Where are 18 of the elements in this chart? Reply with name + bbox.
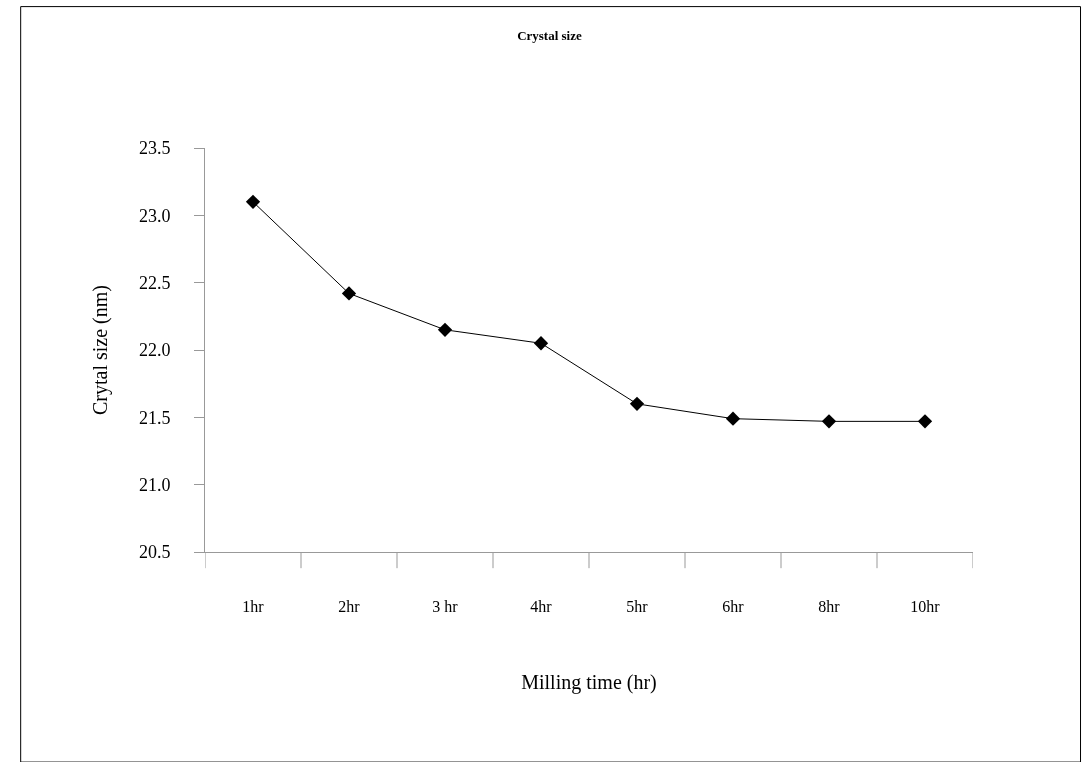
x-axis-title: Milling time (hr) [521,670,657,694]
x-tick-label: 5hr [626,598,649,616]
y-tick-label: 21.5 [138,407,171,428]
chart-title: Crystal size [517,27,582,43]
x-tick-label: 1hr [242,598,265,616]
x-tick-label: 3 hr [432,598,459,616]
x-tick-label: 6hr [722,598,745,616]
y-axis-title: Crytal size (nm) [89,285,113,415]
x-tick-label: 2hr [338,598,361,616]
y-tick-label: 22.0 [138,340,171,361]
y-tick-label: 23.5 [138,138,171,159]
y-tick-label: 20.5 [138,542,171,563]
x-tick-label: 4hr [530,598,553,616]
x-tick-label: 10hr [910,598,941,616]
x-tick-label: 8hr [818,598,841,616]
y-tick-label: 23.0 [138,205,171,226]
y-tick-label: 22.5 [138,272,171,293]
y-tick-label: 21.0 [138,474,171,495]
